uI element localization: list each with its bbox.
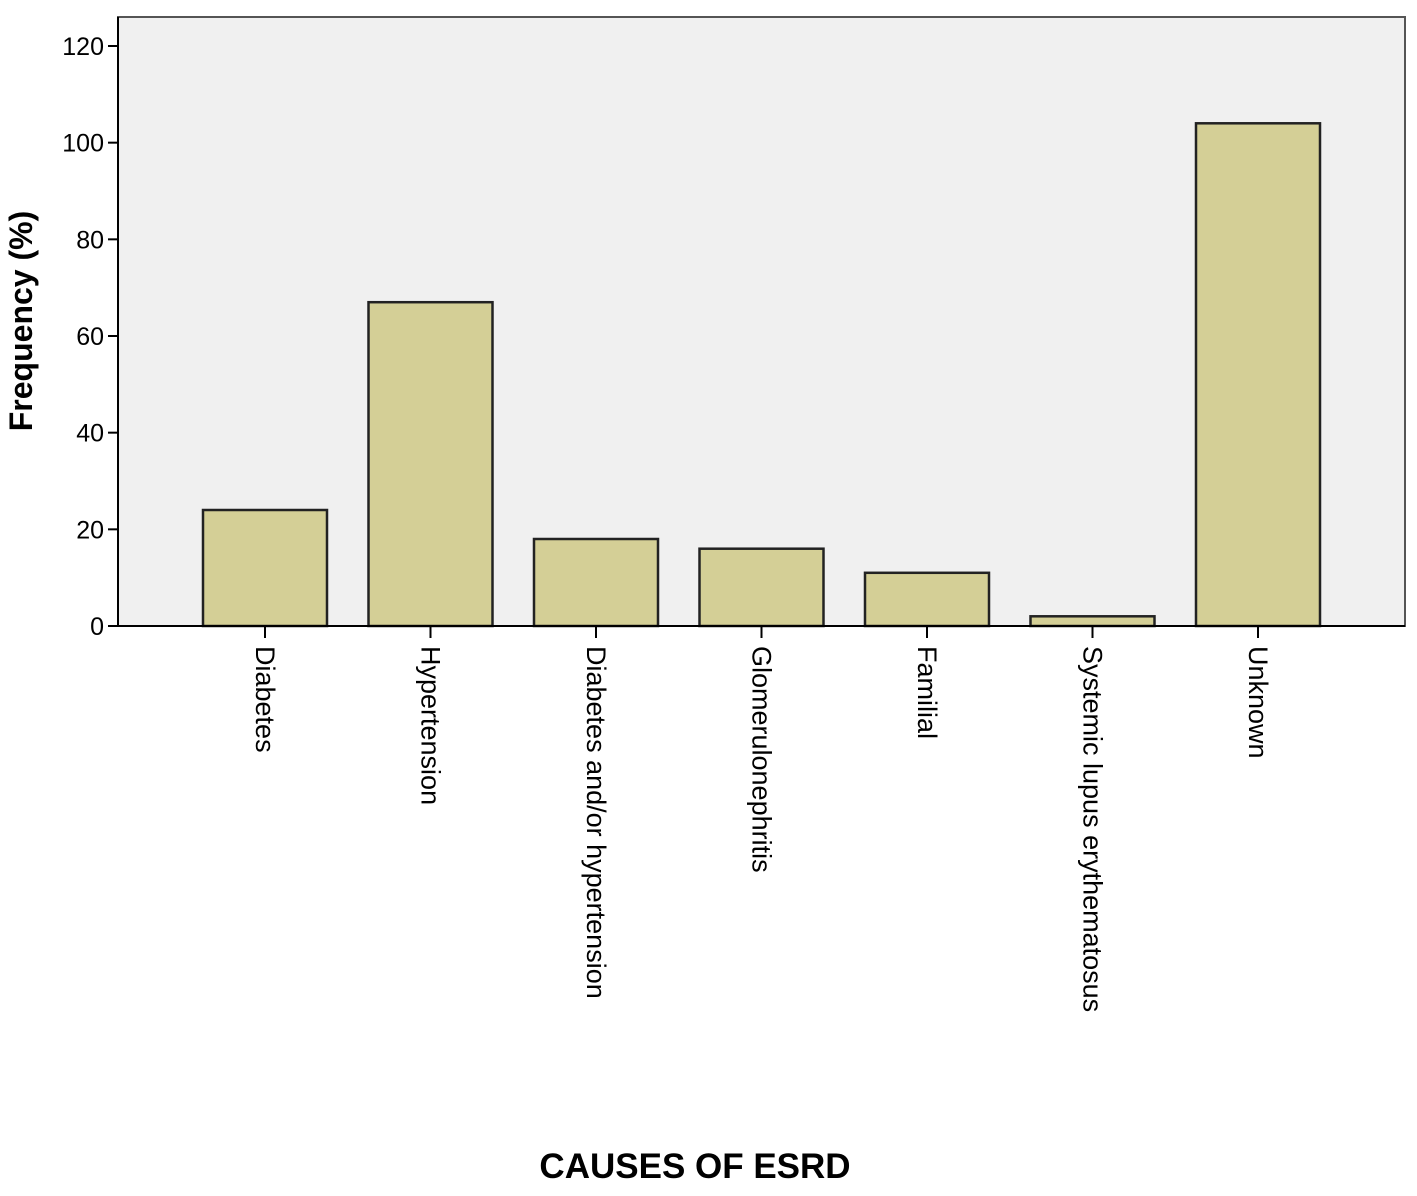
- x-axis-title: CAUSES OF ESRD: [539, 1147, 850, 1186]
- bar-6: [1194, 122, 1322, 628]
- x-tick-label-5: Systemic lupus erythematosus: [1078, 646, 1108, 1012]
- y-tick-label-2: 40: [76, 420, 104, 448]
- x-tick-label-1: Hypertension: [416, 646, 446, 805]
- x-tick-label-6: Unknown: [1243, 646, 1273, 759]
- bar-3: [698, 547, 825, 628]
- x-tick-label-0: Diabetes: [250, 646, 280, 753]
- y-tick-label-3: 60: [76, 323, 104, 351]
- y-axis: 0 20 40 60 80 100 120: [62, 17, 119, 641]
- y-tick-label-5: 100: [62, 130, 104, 158]
- x-axis: Diabetes Hypertension Diabetes and/or hype…: [118, 625, 1405, 1012]
- y-axis-title: Frequency (%): [3, 211, 39, 431]
- y-tick-label-6: 120: [62, 33, 104, 61]
- bar-0: [201, 508, 329, 628]
- bar-5: [1029, 615, 1156, 628]
- bar-4: [863, 571, 991, 628]
- plot-background: [117, 16, 1406, 627]
- x-tick-label-4: Familial: [912, 646, 942, 739]
- y-tick-label-4: 80: [76, 226, 104, 254]
- y-tick-label-0: 0: [90, 613, 104, 641]
- bar-1: [367, 300, 494, 628]
- bar-2: [532, 537, 660, 628]
- x-tick-label-2: Diabetes and/or hypertension: [581, 646, 611, 999]
- y-tick-label-1: 20: [76, 516, 104, 544]
- x-tick-label-3: Glomerulonephritis: [747, 646, 777, 873]
- bars-group: [201, 122, 1322, 628]
